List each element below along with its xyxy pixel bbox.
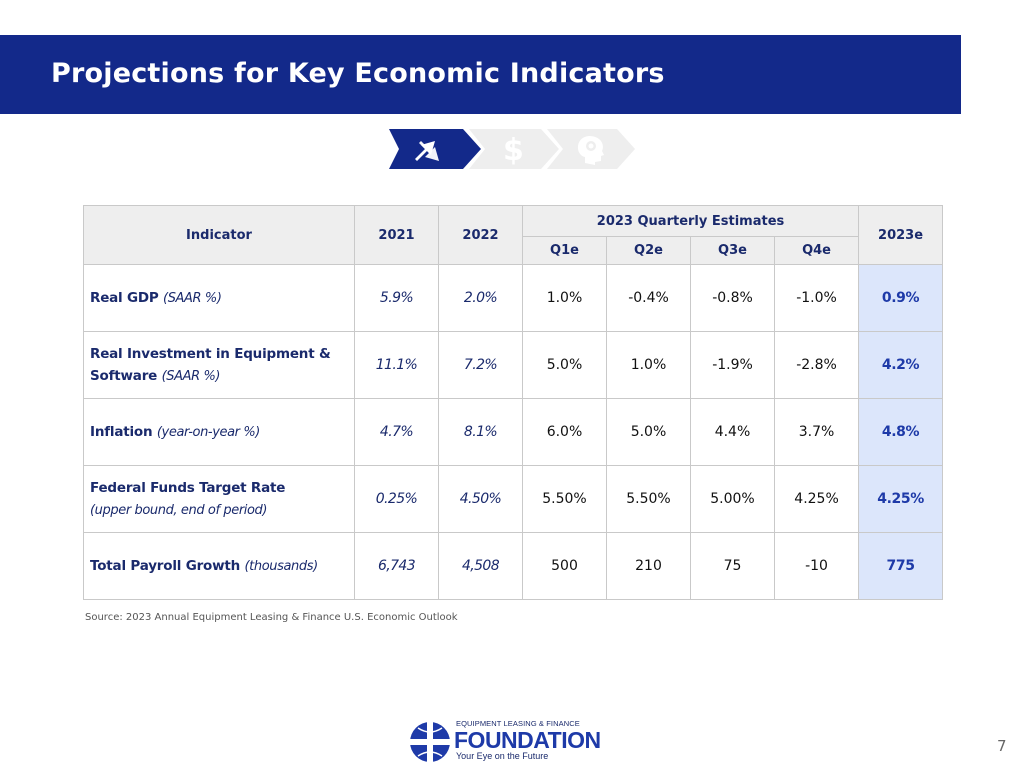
dollar-icon: $ (503, 133, 524, 168)
cell-q3e: -1.9% (690, 331, 775, 399)
cell-q4e: -10 (773, 532, 860, 600)
cell-q2e: 5.0% (606, 398, 691, 466)
table-row: Real Investment in Equipment & Software … (83, 331, 944, 399)
indicator-name: Real Investment in Equipment & Software (90, 345, 331, 384)
logo-tagline: Your Eye on the Future (456, 751, 549, 761)
cell-q2e: 1.0% (606, 331, 691, 399)
indicator-cell: Real GDP (SAAR %) (83, 264, 355, 332)
chevron-finance: $ (469, 129, 559, 169)
head-gear-icon (577, 136, 604, 165)
cell-q3e: -0.8% (690, 264, 775, 332)
cell-q2e: -0.4% (606, 264, 691, 332)
cell-2023e: 775 (858, 532, 944, 600)
indicator-name: Inflation (90, 423, 153, 440)
source-note: Source: 2023 Annual Equipment Leasing & … (85, 612, 458, 623)
cell-2023e: 4.25% (858, 465, 944, 533)
title-bar (0, 35, 961, 114)
page-title: Projections for Key Economic Indicators (51, 58, 665, 89)
cell-2021: 0.25% (354, 465, 439, 533)
cell-q4e: 3.7% (773, 398, 860, 466)
cell-q1e: 6.0% (522, 398, 607, 466)
indicator-unit: (SAAR %) (161, 368, 221, 384)
cell-2022: 8.1% (438, 398, 523, 466)
cell-q4e: -2.8% (773, 331, 860, 399)
table-row: Real GDP (SAAR %) 5.9% 2.0% 1.0% -0.4% -… (83, 264, 944, 332)
cell-q1e: 1.0% (522, 264, 607, 332)
indicators-table: Indicator 2021 2022 2023 Quarterly Estim… (83, 205, 944, 600)
cell-q4e: 4.25% (773, 465, 860, 533)
indicator-cell: Total Payroll Growth (thousands) (83, 532, 355, 600)
cell-2023e: 4.8% (858, 398, 944, 466)
table-row: Federal Funds Target Rate (upper bound, … (83, 465, 944, 533)
header-2023e: 2023e (858, 205, 944, 265)
section-chevrons: $ (389, 129, 635, 169)
chevron-economy (389, 129, 481, 169)
table-header-row: Indicator 2021 2022 2023 Quarterly Estim… (83, 205, 944, 265)
logo-top-text: EQUIPMENT LEASING & FINANCE (456, 719, 580, 728)
indicator-cell: Inflation (year-on-year %) (83, 398, 355, 466)
table-subheader-row: Q1e Q2e Q3e Q4e (84, 236, 943, 265)
cell-2021: 5.9% (354, 264, 439, 332)
table-row: Inflation (year-on-year %) 4.7% 8.1% 6.0… (83, 398, 944, 466)
cell-q3e: 75 (690, 532, 775, 600)
cell-2021: 11.1% (354, 331, 439, 399)
header-2021: 2021 (354, 205, 439, 265)
logo-main-text: FOUNDATION (454, 727, 601, 753)
trend-arrows-icon (415, 141, 439, 161)
header-q3e: Q3e (690, 236, 775, 265)
cell-2022: 4.50% (438, 465, 523, 533)
indicator-name: Total Payroll Growth (90, 557, 241, 574)
cell-2021: 4.7% (354, 398, 439, 466)
cell-2023e: 0.9% (858, 264, 944, 332)
indicator-unit: (SAAR %) (163, 290, 222, 306)
header-2022: 2022 (438, 205, 523, 265)
indicator-unit: (upper bound, end of period) (90, 502, 268, 518)
header-quarterly-group: 2023 Quarterly Estimates (521, 205, 860, 237)
foundation-logo: EQUIPMENT LEASING & FINANCE FOUNDATION Y… (410, 716, 610, 766)
indicator-name: Real GDP (90, 289, 159, 306)
cell-q2e: 210 (606, 532, 691, 600)
cell-q1e: 5.50% (522, 465, 607, 533)
cell-2022: 2.0% (438, 264, 523, 332)
cell-q4e: -1.0% (773, 264, 860, 332)
page-number: 7 (997, 737, 1007, 755)
cell-q2e: 5.50% (606, 465, 691, 533)
indicator-cell: Real Investment in Equipment & Software … (83, 331, 355, 399)
cell-q3e: 5.00% (690, 465, 775, 533)
cell-2022: 7.2% (438, 331, 523, 399)
header-q4e: Q4e (773, 236, 860, 265)
cell-q3e: 4.4% (690, 398, 775, 466)
indicator-unit: (thousands) (244, 558, 319, 574)
header-q1e: Q1e (522, 236, 607, 265)
indicator-name: Federal Funds Target Rate (90, 479, 286, 496)
cell-2021: 6,743 (354, 532, 439, 600)
cell-2023e: 4.2% (858, 331, 944, 399)
cell-2022: 4,508 (438, 532, 523, 600)
header-q2e: Q2e (606, 236, 691, 265)
cell-q1e: 500 (522, 532, 607, 600)
header-indicator: Indicator (83, 205, 355, 265)
cell-q1e: 5.0% (522, 331, 607, 399)
chevron-outlook (547, 129, 635, 169)
indicator-unit: (year-on-year %) (156, 424, 261, 440)
globe-icon (410, 722, 450, 762)
table-row: Total Payroll Growth (thousands) 6,743 4… (83, 532, 944, 600)
indicator-cell: Federal Funds Target Rate (upper bound, … (83, 465, 355, 533)
